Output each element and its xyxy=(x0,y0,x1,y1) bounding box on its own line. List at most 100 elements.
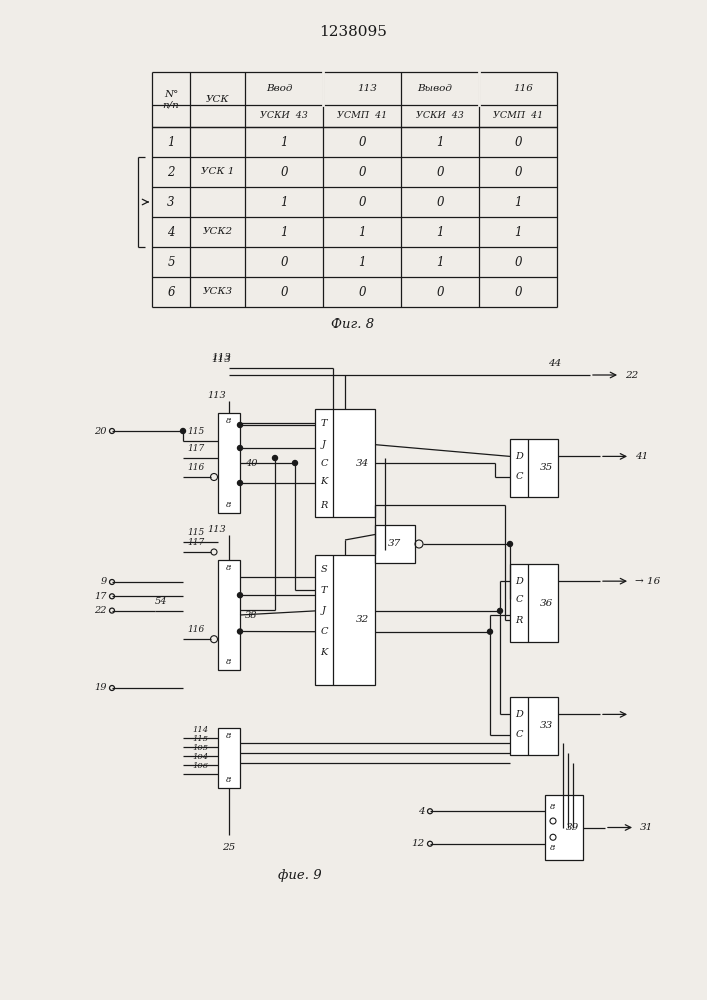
Text: 0: 0 xyxy=(280,286,288,298)
Text: 22: 22 xyxy=(95,606,107,615)
Text: 8: 8 xyxy=(550,844,556,852)
Text: 0: 0 xyxy=(358,196,366,209)
Bar xyxy=(510,697,558,755)
Circle shape xyxy=(238,422,243,428)
Text: 116: 116 xyxy=(187,625,204,634)
Text: 115: 115 xyxy=(192,735,208,743)
Text: 6: 6 xyxy=(168,286,175,298)
Text: 115: 115 xyxy=(187,427,204,436)
Bar xyxy=(218,413,240,513)
Text: 1: 1 xyxy=(514,196,522,209)
Text: K: K xyxy=(320,477,327,486)
Text: УСМП  41: УСМП 41 xyxy=(493,111,543,120)
Bar xyxy=(510,564,558,642)
Text: S: S xyxy=(321,564,327,574)
Bar xyxy=(315,409,375,517)
Text: K: K xyxy=(320,648,327,657)
Circle shape xyxy=(488,629,493,634)
Text: 37: 37 xyxy=(388,540,402,548)
Text: УСК2: УСК2 xyxy=(202,228,233,236)
Text: 41: 41 xyxy=(635,452,648,461)
Text: 0: 0 xyxy=(436,165,444,178)
Text: 8: 8 xyxy=(226,417,232,425)
Text: R: R xyxy=(515,616,522,625)
Text: C: C xyxy=(320,458,328,468)
Text: УСК3: УСК3 xyxy=(202,288,233,296)
Text: J: J xyxy=(322,440,326,449)
Text: 117: 117 xyxy=(187,538,204,547)
Text: УСКИ  43: УСКИ 43 xyxy=(416,111,464,120)
Text: 1: 1 xyxy=(358,255,366,268)
Text: C: C xyxy=(515,595,522,604)
Text: 1: 1 xyxy=(436,226,444,238)
Text: 9: 9 xyxy=(101,578,107,586)
Text: 104: 104 xyxy=(192,753,208,761)
Text: 1: 1 xyxy=(280,196,288,209)
Circle shape xyxy=(180,428,185,434)
Text: 116: 116 xyxy=(187,463,204,472)
Text: D: D xyxy=(515,577,523,586)
Circle shape xyxy=(272,456,278,460)
Text: 8: 8 xyxy=(226,658,232,666)
Text: 8: 8 xyxy=(226,501,232,509)
Text: фие. 9: фие. 9 xyxy=(278,868,322,882)
Text: 0: 0 xyxy=(514,165,522,178)
Text: 1: 1 xyxy=(514,226,522,238)
Text: 22: 22 xyxy=(625,370,638,379)
Circle shape xyxy=(508,542,513,546)
Bar xyxy=(218,560,240,670)
Text: 114: 114 xyxy=(192,726,208,734)
Circle shape xyxy=(293,460,298,466)
Text: 0: 0 xyxy=(280,165,288,178)
Text: 113: 113 xyxy=(208,390,226,399)
Text: 19: 19 xyxy=(95,684,107,692)
Text: 20: 20 xyxy=(95,426,107,436)
Text: 0: 0 xyxy=(358,165,366,178)
Text: 117: 117 xyxy=(187,444,204,453)
Text: Ввод: Ввод xyxy=(266,84,292,93)
Text: Фиг. 8: Фиг. 8 xyxy=(332,318,375,332)
Text: 2: 2 xyxy=(168,165,175,178)
Text: 38: 38 xyxy=(245,610,257,619)
Text: C: C xyxy=(320,627,328,636)
Text: 1: 1 xyxy=(358,226,366,238)
Text: 4: 4 xyxy=(168,226,175,238)
Text: 1: 1 xyxy=(436,255,444,268)
Bar xyxy=(218,728,240,788)
Text: 1: 1 xyxy=(280,135,288,148)
Text: 44: 44 xyxy=(549,359,561,368)
Text: 0: 0 xyxy=(514,255,522,268)
Text: 1: 1 xyxy=(168,135,175,148)
Text: N°
п/п: N° п/п xyxy=(163,90,180,109)
Text: 31: 31 xyxy=(640,823,653,832)
Bar xyxy=(315,555,375,685)
Text: 39: 39 xyxy=(566,823,580,832)
Text: D: D xyxy=(515,452,523,461)
Text: 105: 105 xyxy=(192,744,208,752)
Text: 1: 1 xyxy=(436,135,444,148)
Text: 0: 0 xyxy=(514,135,522,148)
Bar xyxy=(375,525,415,563)
Text: 1: 1 xyxy=(280,226,288,238)
Bar xyxy=(545,795,583,860)
Text: 54: 54 xyxy=(155,597,168,606)
Text: 34: 34 xyxy=(356,458,370,468)
Text: 25: 25 xyxy=(223,843,235,852)
Text: 116: 116 xyxy=(513,84,533,93)
Text: 35: 35 xyxy=(539,464,553,473)
Text: 113: 113 xyxy=(211,355,231,364)
Text: T: T xyxy=(321,586,327,595)
Text: C: C xyxy=(515,472,522,481)
Text: 0: 0 xyxy=(436,286,444,298)
Text: 4: 4 xyxy=(419,807,425,816)
Text: 8: 8 xyxy=(226,564,232,572)
Text: 5: 5 xyxy=(168,255,175,268)
Text: УСМП  41: УСМП 41 xyxy=(337,111,387,120)
Text: 8: 8 xyxy=(226,732,232,740)
Text: 1238095: 1238095 xyxy=(319,25,387,39)
Text: R: R xyxy=(320,500,327,510)
Circle shape xyxy=(238,629,243,634)
Bar xyxy=(510,439,558,497)
Text: D: D xyxy=(515,710,523,719)
Text: 113: 113 xyxy=(357,84,377,93)
